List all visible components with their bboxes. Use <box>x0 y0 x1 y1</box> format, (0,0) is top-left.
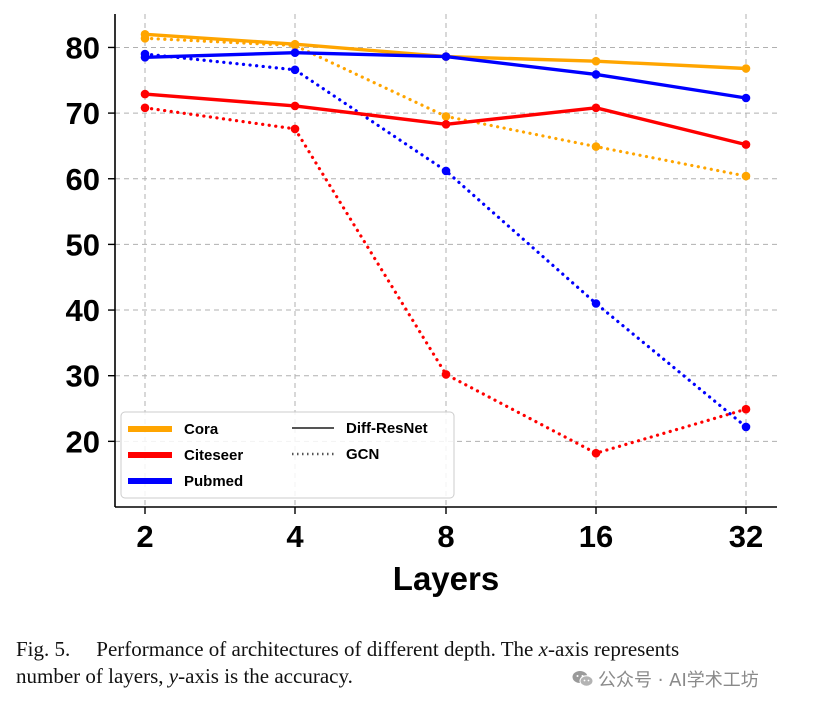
legend-label-pubmed: Pubmed <box>184 473 243 490</box>
data-point-pubmed-diff-resnet-2 <box>140 53 150 62</box>
y-tick-label-30: 30 <box>66 359 100 394</box>
caption-text-4: -axis is the accuracy. <box>178 664 353 688</box>
legend-label-cora: Cora <box>184 421 219 438</box>
caption-var-x: x <box>538 637 548 661</box>
data-point-citeseer-diff-resnet-32 <box>741 140 751 149</box>
legend: Cora Citeseer Pubmed Diff-ResNet GCN <box>120 411 455 499</box>
data-point-citeseer-diff-resnet-8 <box>441 120 451 129</box>
data-point-citeseer-diff-resnet-2 <box>140 89 150 99</box>
data-point-citeseer-gcn-16 <box>591 448 601 458</box>
data-point-pubmed-gcn-16 <box>591 299 601 308</box>
y-tick-label-70: 70 <box>66 96 100 131</box>
series-line-pubmed-gcn <box>143 52 748 429</box>
data-point-pubmed-gcn-4 <box>290 65 300 75</box>
caption-text-1: Performance of architectures of differen… <box>96 637 539 661</box>
data-point-pubmed-diff-resnet-16 <box>591 70 601 79</box>
legend-label-citeseer: Citeseer <box>184 447 243 464</box>
x-ticks: 2 4 8 16 32 <box>136 507 763 554</box>
data-point-pubmed-gcn-32 <box>741 422 751 432</box>
line-chart: 20 30 40 50 60 70 80 2 4 8 16 32 Layers Cora Citese… <box>66 14 777 597</box>
data-point-cora-diff-resnet-2 <box>140 30 150 39</box>
legend-box <box>120 411 455 499</box>
x-tick-label-8: 8 <box>437 519 454 554</box>
data-point-cora-gcn-8 <box>441 112 451 121</box>
x-tick-label-32: 32 <box>729 519 763 554</box>
data-point-citeseer-diff-resnet-4 <box>290 101 300 111</box>
series-citeseer-diff-resnet <box>140 89 751 149</box>
x-tick-label-2: 2 <box>136 519 153 554</box>
y-tick-label-50: 50 <box>66 227 100 262</box>
data-point-cora-diff-resnet-4 <box>290 39 300 49</box>
data-point-cora-diff-resnet-16 <box>591 56 601 66</box>
watermark-text: 公众号 · AI学术工坊 <box>598 670 759 691</box>
caption-text-2: -axis represents <box>547 637 680 661</box>
data-point-citeseer-diff-resnet-16 <box>591 103 601 113</box>
data-point-cora-gcn-16 <box>591 142 601 151</box>
series-pubmed-diff-resnet <box>140 48 751 103</box>
data-point-pubmed-diff-resnet-32 <box>741 93 751 103</box>
data-point-cora-diff-resnet-32 <box>741 64 751 73</box>
data-point-pubmed-diff-resnet-4 <box>290 48 300 57</box>
caption-figure-label: Fig. 5. <box>16 637 71 661</box>
watermark: 公众号 · AI学术工坊 <box>572 666 759 692</box>
y-tick-label-80: 80 <box>66 30 100 65</box>
data-point-pubmed-gcn-8 <box>441 166 451 176</box>
y-ticks: 20 30 40 50 60 70 80 <box>66 30 115 459</box>
data-point-citeseer-gcn-4 <box>290 124 300 134</box>
data-point-citeseer-gcn-8 <box>441 370 451 379</box>
caption-var-y: y <box>168 664 179 688</box>
series-layer <box>140 30 751 458</box>
x-tick-label-4: 4 <box>286 519 304 554</box>
data-point-citeseer-gcn-32 <box>741 404 751 414</box>
data-point-cora-gcn-32 <box>741 171 751 181</box>
y-tick-label-20: 20 <box>66 424 100 459</box>
x-tick-label-16: 16 <box>579 519 613 554</box>
series-citeseer-gcn <box>140 103 751 458</box>
grid-lines <box>115 14 777 507</box>
legend-label-diff-resnet: Diff-ResNet <box>346 420 428 437</box>
x-axis-label: Layers <box>393 560 499 597</box>
caption-text-3: number of layers, <box>16 664 169 688</box>
series-line-citeseer-gcn <box>143 106 748 455</box>
data-point-citeseer-gcn-2 <box>140 103 150 113</box>
wechat-icon <box>572 671 594 687</box>
caption-line-2: number of layers, y-axis is the accuracy… <box>16 663 828 690</box>
data-point-pubmed-diff-resnet-8 <box>441 52 451 61</box>
y-tick-label-60: 60 <box>66 162 100 197</box>
caption-line-1: Fig. 5. Performance of architectures of d… <box>16 636 828 663</box>
y-tick-label-40: 40 <box>66 293 100 328</box>
legend-label-gcn: GCN <box>346 446 379 463</box>
figure-caption: Fig. 5. Performance of architectures of d… <box>16 636 828 690</box>
